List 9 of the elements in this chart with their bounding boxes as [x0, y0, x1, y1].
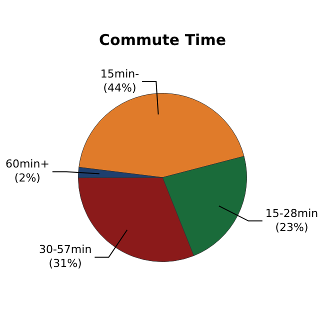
slice-label: 30-57min: [38, 243, 92, 256]
data-label: (2%): [14, 172, 40, 185]
chart-title: Commute Time: [99, 30, 226, 49]
slice-label: 60min+: [5, 158, 50, 171]
slice-label: 15min-: [100, 67, 140, 80]
data-label: (23%): [275, 220, 308, 234]
data-label: (31%): [48, 257, 82, 270]
data-label: (44%): [103, 81, 136, 94]
slice-label: 15-28min: [265, 206, 318, 220]
